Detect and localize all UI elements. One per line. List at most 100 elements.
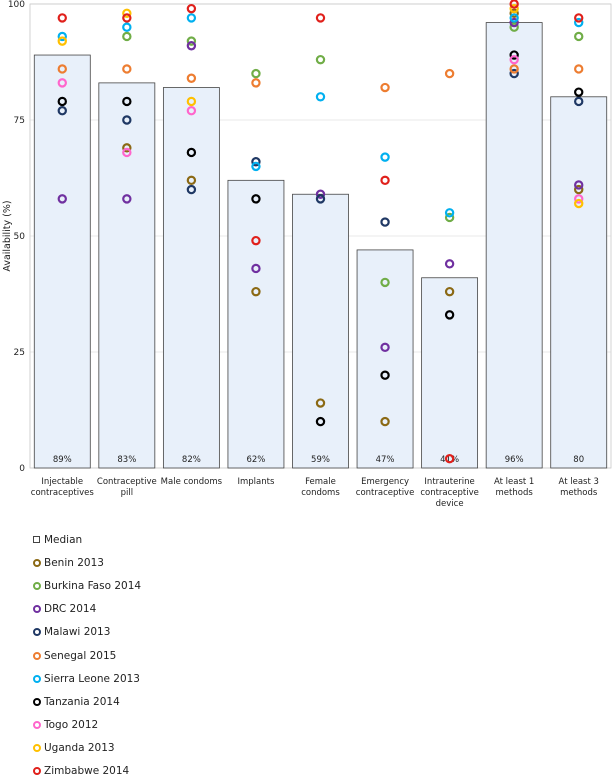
legend-swatch-ring [33, 605, 41, 614]
y-tick-label: 100 [8, 0, 25, 10]
point-sierra-leone-2013-7 [509, 13, 519, 23]
y-tick-label: 75 [14, 116, 25, 126]
point-drc-2014-5 [380, 342, 390, 353]
point-malawi-2013-8 [574, 96, 584, 107]
legend-item-tanzania-2014: Tanzania 2014 [33, 690, 141, 713]
x-tick-label: Injectable contraceptives [31, 477, 95, 498]
point-senegal-2015-0 [57, 64, 67, 74]
legend-swatch-square [33, 536, 40, 544]
x-tick-label: At least 3 methods [559, 477, 599, 498]
point-tanzania-2014-5 [380, 370, 390, 380]
median-bar-6 [421, 277, 479, 469]
legend-swatch-ring [33, 581, 41, 590]
point-burkina-faso-2014-1 [122, 31, 132, 42]
y-axis-label: Availability (%) [2, 200, 13, 271]
point-tanzania-2014-2 [186, 147, 197, 158]
point-benin-2013-2 [186, 175, 197, 186]
point-zimbabwe-2014-4 [315, 13, 326, 23]
x-tick-label: Male condoms [161, 477, 223, 487]
median-bar-1 [98, 82, 156, 469]
legend-item-median: Median [33, 528, 141, 551]
point-benin-2013-7 [509, 8, 519, 18]
median-bar-5 [356, 249, 414, 469]
point-malawi-2013-0 [57, 106, 67, 116]
point-sierra-leone-2013-0 [57, 31, 67, 42]
median-value-label: 96% [505, 455, 524, 465]
point-senegal-2015-1 [122, 64, 132, 74]
point-burkina-faso-2014-7 [509, 22, 519, 32]
legend-item-benin-2013: Benin 2013 [33, 551, 141, 574]
point-burkina-faso-2014-4 [315, 54, 326, 65]
chart: 0 25 50 75 100 Availability (%) 89% 83% 82% 62%… [2, 0, 612, 509]
point-drc-2014-2 [186, 41, 197, 51]
point-uganda-2013-1 [122, 8, 132, 18]
median-value-label: 59% [311, 455, 330, 465]
point-senegal-2015-3 [251, 78, 261, 88]
point-benin-2013-6 [444, 286, 455, 297]
x-tick-label: At least 1 methods [494, 477, 534, 498]
median-bar-2 [162, 87, 220, 469]
median-value-label: 62% [246, 455, 265, 465]
point-drc-2014-6 [444, 259, 455, 269]
point-zimbabwe-2014-3 [251, 235, 261, 246]
legend-label: Malawi 2013 [44, 626, 111, 639]
point-tanzania-2014-0 [57, 96, 67, 107]
point-benin-2013-3 [251, 286, 261, 297]
point-tanzania-2014-6 [444, 310, 455, 320]
legend-item-malawi-2013: Malawi 2013 [33, 621, 141, 644]
point-senegal-2015-6 [444, 68, 455, 79]
point-senegal-2015-8 [574, 64, 584, 74]
point-togo-2012-1 [122, 147, 132, 158]
x-tick-label: Contraceptive pill [97, 477, 157, 498]
point-burkina-faso-2014-3 [251, 68, 261, 79]
legend-item-senegal-2015: Senegal 2015 [33, 644, 141, 667]
point-malawi-2013-2 [186, 184, 197, 195]
legend-swatch-ring [33, 628, 41, 637]
legend-swatch-ring [33, 697, 41, 706]
point-sierra-leone-2013-5 [380, 152, 390, 162]
y-tick-label: 50 [14, 232, 26, 242]
legend-label: Uganda 2013 [44, 742, 115, 755]
median-value-label: 47% [376, 455, 395, 465]
legend-swatch-ring [33, 721, 41, 730]
point-zimbabwe-2014-7 [509, 0, 519, 9]
point-senegal-2015-5 [380, 82, 390, 93]
x-tick-label: Emergency contraceptive [356, 477, 415, 498]
point-uganda-2013-7 [509, 3, 519, 14]
point-zimbabwe-2014-2 [186, 3, 197, 14]
point-senegal-2015-2 [186, 73, 197, 83]
x-tick-label: Intrauterine contraceptive device [420, 477, 479, 509]
point-uganda-2013-2 [186, 96, 197, 107]
median-labels: 89% 83% 82% 62% 59% 47% 41% 96% 80 [53, 455, 584, 465]
point-drc-2014-0 [57, 194, 67, 204]
legend-item-zimbabwe-2014: Zimbabwe 2014 [33, 760, 141, 783]
median-value-label: 80 [573, 455, 584, 465]
legend-swatch-ring [33, 674, 41, 683]
x-tick-label: Implants [237, 477, 274, 487]
median-bar-7 [485, 22, 543, 469]
point-benin-2013-5 [380, 416, 390, 427]
legend-label: Sierra Leone 2013 [44, 672, 140, 685]
legend-item-sierra-leone-2013: Sierra Leone 2013 [33, 667, 141, 690]
median-bar-4 [292, 193, 349, 469]
point-burkina-faso-2014-8 [574, 31, 584, 42]
legend-item-uganda-2013: Uganda 2013 [33, 737, 141, 760]
point-zimbabwe-2014-0 [57, 13, 67, 23]
point-tanzania-2014-7 [509, 50, 519, 60]
median-bars [33, 22, 608, 469]
point-malawi-2013-7 [509, 68, 519, 79]
y-tick-label: 0 [19, 464, 25, 474]
point-benin-2013-1 [122, 143, 132, 153]
legend-label: Senegal 2015 [44, 649, 117, 662]
median-value-label: 82% [182, 455, 201, 465]
point-senegal-2015-7 [509, 64, 519, 74]
point-zimbabwe-2014-1 [122, 13, 132, 23]
point-togo-2012-8 [574, 194, 584, 204]
point-sierra-leone-2013-4 [315, 92, 326, 102]
point-uganda-2013-8 [574, 198, 584, 209]
legend-label: DRC 2014 [44, 603, 97, 616]
point-benin-2013-4 [315, 398, 326, 408]
point-benin-2013-8 [574, 184, 584, 195]
legend: Median Benin 2013 Burkina Faso 2014 DRC 201… [33, 528, 141, 783]
legend-label: Benin 2013 [44, 556, 104, 569]
